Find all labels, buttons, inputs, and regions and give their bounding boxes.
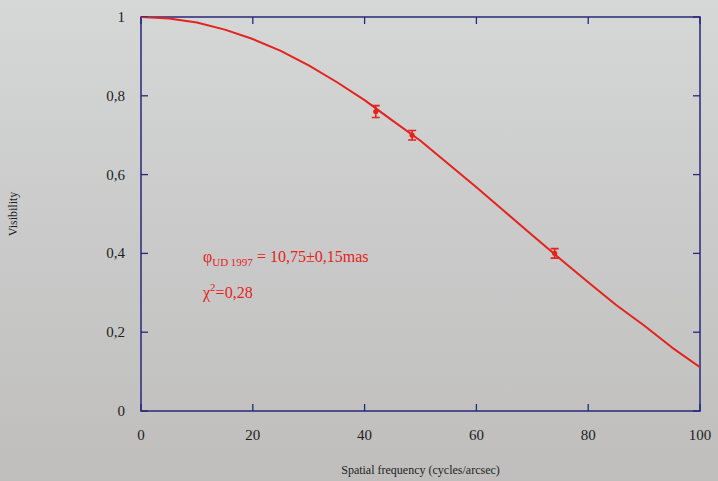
annotation-part: UD 1997: [212, 256, 253, 268]
annotation-part: = 10,75±0,15mas: [253, 248, 369, 265]
chart: 0 20 40 60 80 100 0 0,2 0,4 0,6 0,8 1 Spatial freque…: [0, 0, 718, 481]
y-tick: [141, 95, 148, 96]
annotation-part: =0,28: [216, 284, 253, 301]
x-tick: [140, 404, 141, 411]
x-tick-label: 100: [689, 427, 712, 443]
error-bar: [551, 249, 559, 258]
y-tick: [141, 410, 148, 411]
y-tick-label: 0,8: [106, 88, 125, 104]
x-tick-top: [252, 17, 253, 24]
y-tick: [141, 174, 148, 175]
y-tick-label: 1: [118, 9, 126, 25]
error-bar: [372, 106, 380, 118]
x-tick-label: 40: [357, 427, 372, 443]
x-tick-top: [588, 17, 589, 24]
y-tick-right: [693, 174, 700, 175]
x-tick: [476, 404, 477, 411]
data-point: [373, 109, 378, 114]
x-tick: [699, 404, 700, 411]
x-axis-title: Spatial frequency (cycles/arcsec): [341, 463, 500, 477]
x-tick-label: 80: [581, 427, 596, 443]
x-tick-label: 0: [137, 427, 145, 443]
y-tick-right: [693, 95, 700, 96]
x-tick-top: [476, 17, 477, 24]
y-tick: [141, 253, 148, 254]
y-axis-title: Visibility: [6, 192, 20, 237]
x-tick-top: [699, 17, 700, 24]
x-tick: [364, 404, 365, 411]
error-bar: [408, 130, 416, 139]
x-tick: [252, 404, 253, 411]
x-tick-top: [364, 17, 365, 24]
x-tick: [588, 404, 589, 411]
x-tick-label: 60: [469, 427, 484, 443]
y-tick-label: 0,2: [106, 324, 125, 340]
annotation: χ2=0,28: [202, 281, 253, 302]
y-tick: [141, 332, 148, 333]
data-point: [410, 133, 415, 138]
y-tick-right: [693, 253, 700, 254]
y-tick-label: 0,4: [106, 245, 125, 261]
marks: [141, 17, 700, 367]
plot-frame: [141, 17, 700, 411]
x-tick-top: [140, 17, 141, 24]
y-tick-right: [693, 332, 700, 333]
annotation: φUD 1997 = 10,75±0,15mas: [203, 248, 368, 268]
annotation-part: φ: [203, 248, 212, 266]
x-tick-label: 20: [245, 427, 260, 443]
model-curve: [141, 17, 700, 367]
y-tick-label: 0,6: [106, 167, 125, 183]
y-tick-right: [693, 410, 700, 411]
y-tick-right: [693, 16, 700, 17]
data-point: [552, 251, 557, 256]
y-tick-label: 0: [118, 403, 126, 419]
